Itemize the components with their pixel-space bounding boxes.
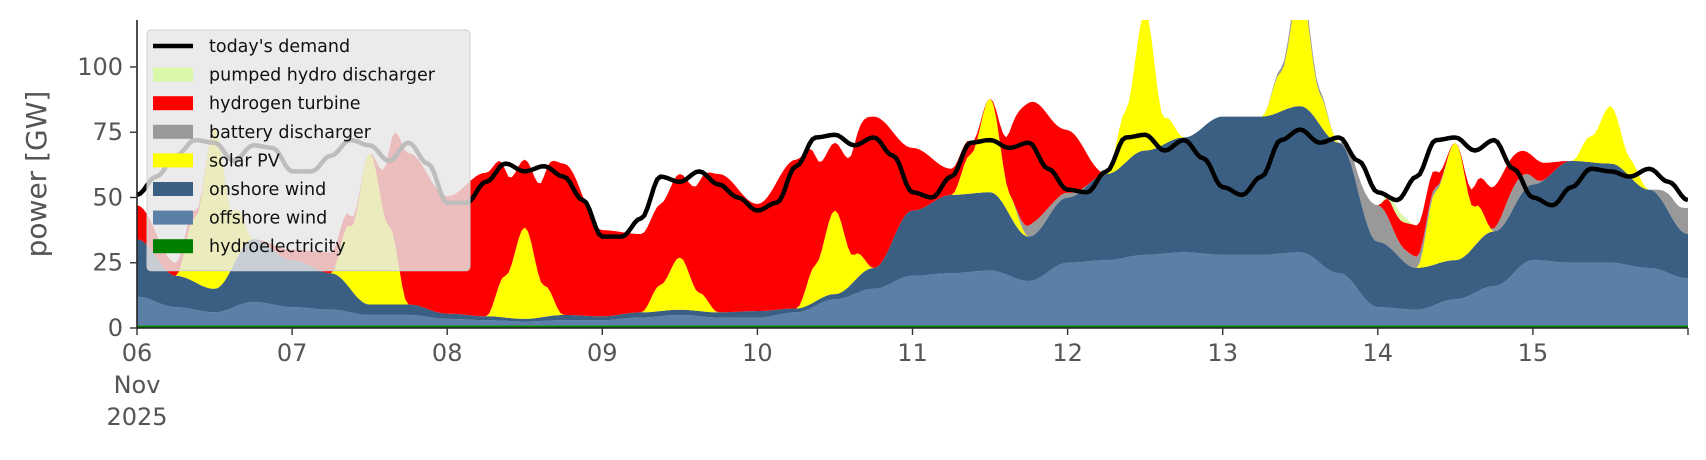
legend-label: onshore wind	[209, 180, 326, 200]
legend-item-today-s-demand: today's demand	[153, 37, 350, 57]
x-tick-label: 07	[277, 339, 308, 367]
legend: today's demand pumped hydro discharger hyd…	[146, 29, 471, 272]
y-tick-label: 0	[108, 314, 123, 342]
area-solar-pv	[137, 20, 1688, 319]
x-tick-label: 09	[587, 339, 618, 367]
legend-swatch	[153, 239, 193, 254]
x-tick-label: 13	[1207, 339, 1238, 367]
legend-item-onshore-wind: onshore wind	[153, 180, 326, 200]
legend-item-offshore-wind: offshore wind	[153, 209, 327, 229]
y-tick-label: 100	[77, 53, 123, 81]
legend-swatch	[153, 153, 193, 168]
legend-swatch	[153, 210, 193, 225]
legend-swatch	[153, 182, 193, 196]
legend-label: hydrogen turbine	[209, 94, 361, 114]
x-tick-label: 12	[1052, 339, 1083, 367]
y-tick-label: 25	[92, 249, 123, 277]
legend-swatch	[153, 96, 193, 111]
legend-label: today's demand	[209, 37, 350, 57]
x-tick-label: 06	[122, 339, 153, 367]
legend-label: hydroelectricity	[209, 237, 346, 257]
legend-item-solar-pv: solar PV	[153, 151, 280, 171]
y-tick-label: 75	[92, 118, 123, 146]
axes: 0 25 50 75 100 06 Nov 2025 07 08 09 10 11 12 13 14 15	[77, 20, 1689, 431]
area-onshore-wind	[137, 106, 1688, 322]
legend-item-pumped-hydro-discharger: pumped hydro discharger	[153, 66, 436, 86]
legend-item-hydrogen-turbine: hydrogen turbine	[153, 94, 361, 114]
x-tick-label: 15	[1518, 339, 1549, 367]
legend-box	[146, 29, 471, 272]
legend-label: solar PV	[209, 151, 280, 171]
legend-item-hydroelectricity: hydroelectricity	[153, 237, 346, 257]
x-tick-label: 14	[1363, 339, 1394, 367]
legend-label: battery discharger	[209, 123, 372, 143]
x-tick-label: 10	[742, 339, 773, 367]
area-hydrogen-turbine	[137, 20, 1688, 317]
x-tick-label: 2025	[106, 403, 167, 431]
x-tick-label: Nov	[114, 371, 161, 399]
legend-label: offshore wind	[209, 209, 327, 229]
legend-label: pumped hydro discharger	[209, 66, 436, 86]
y-axis-label: power [GW]	[20, 91, 53, 258]
legend-swatch	[153, 67, 193, 82]
x-tick-label: 08	[432, 339, 463, 367]
y-tick-label: 50	[92, 183, 123, 211]
area-offshore-wind	[137, 252, 1688, 326]
x-tick-label: 11	[897, 339, 928, 367]
legend-item-battery-discharger: battery discharger	[153, 123, 372, 143]
legend-swatch	[153, 124, 193, 139]
